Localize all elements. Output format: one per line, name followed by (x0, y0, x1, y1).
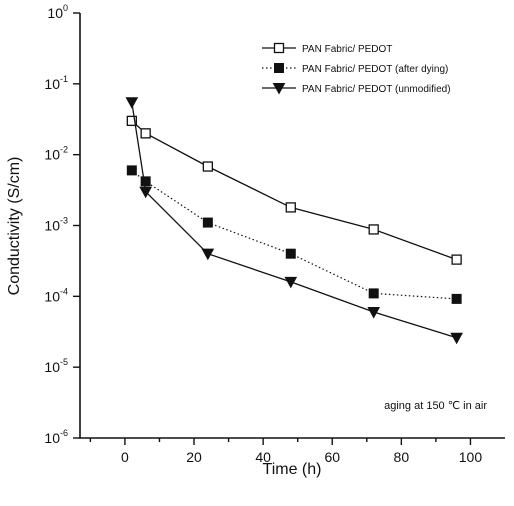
data-point-square-filled (202, 217, 213, 228)
data-point-square-filled (274, 63, 284, 73)
data-point-triangle-down (367, 307, 381, 319)
y-tick-label: 100 (47, 3, 68, 21)
x-tick-label: 0 (121, 449, 129, 465)
data-point-triangle-down (139, 186, 152, 199)
y-tick-label: 10-4 (44, 286, 68, 304)
legend-label: PAN Fabric/ PEDOT (302, 44, 392, 55)
data-point-triangle-down (201, 248, 215, 261)
y-axis-title: Conductivity (S/cm) (6, 157, 23, 296)
y-tick-label: 10-5 (44, 357, 68, 375)
data-point-square-open (140, 128, 151, 139)
series-line (131, 120, 457, 261)
y-tick-label: 10-6 (44, 428, 68, 446)
series-layer (125, 97, 463, 345)
axis-frame (79, 13, 505, 439)
data-point-square-filled (285, 248, 296, 259)
annotation-aging: aging at 150 ℃ in air (384, 400, 487, 412)
x-tick-label: 20 (186, 449, 202, 465)
data-point-square-filled (140, 176, 151, 187)
series-1 (126, 115, 462, 265)
data-point-square-filled (126, 165, 137, 176)
series-line (131, 102, 457, 339)
y-tick-label: 10-1 (44, 74, 68, 92)
data-point-triangle-down (284, 276, 298, 289)
legend-label: PAN Fabric/ PEDOT (unmodified) (302, 84, 451, 95)
y-tick-label: 10-3 (44, 216, 68, 234)
data-point-triangle-down (272, 83, 286, 95)
data-point-square-filled (451, 293, 462, 304)
series-line (131, 169, 457, 300)
x-tick-label: 80 (394, 449, 410, 465)
data-point-square-open (126, 115, 137, 127)
legend: PAN Fabric/ PEDOT PAN Fabric/ PEDOT (afte… (262, 42, 451, 95)
data-point-square-open (202, 161, 213, 172)
x-tick-label: 60 (324, 449, 340, 465)
y-axis: 10-6 10-5 10-4 10-3 10-2 10-1 100 (44, 3, 80, 446)
x-axis: 0 20 40 60 80 100 (89, 438, 483, 465)
data-point-square-filled (368, 288, 379, 299)
data-point-triangle-down (125, 97, 139, 109)
x-tick-label: 40 (255, 449, 271, 465)
data-point-triangle-down (450, 332, 463, 345)
data-point-square-open (451, 254, 462, 265)
data-point-square-open (368, 224, 379, 235)
data-point-square-open (273, 42, 285, 54)
data-point-square-open (285, 202, 296, 213)
x-tick-label: 100 (459, 449, 483, 465)
legend-label: PAN Fabric/ PEDOT (after dying) (302, 64, 448, 75)
series-3 (125, 97, 463, 345)
series-2 (126, 165, 462, 304)
x-axis-title: Time (h) (263, 461, 322, 478)
y-tick-label: 10-2 (44, 145, 68, 163)
plot-area (79, 13, 505, 439)
